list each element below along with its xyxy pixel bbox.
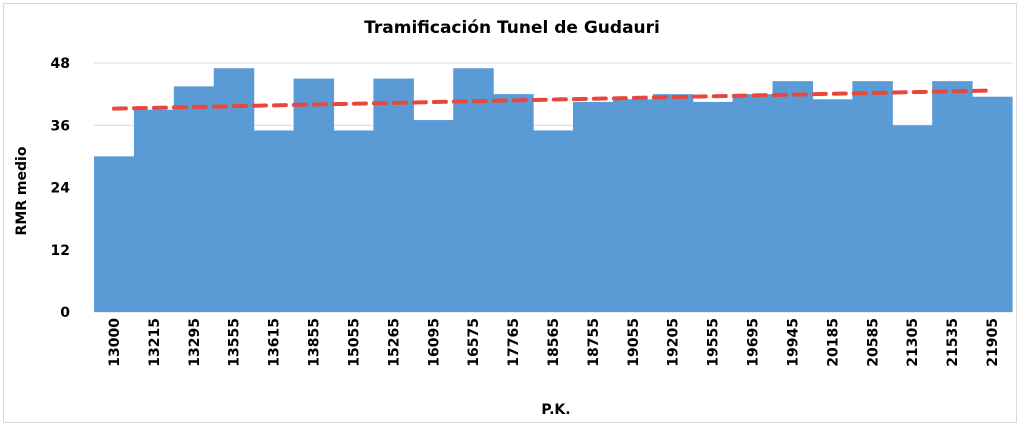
bar [852, 81, 893, 312]
x-tick-label: 20185 [825, 318, 841, 367]
x-tick-label: 13295 [187, 318, 203, 367]
bar-series [94, 68, 1013, 312]
bar [94, 156, 135, 312]
x-tick-label: 13615 [267, 318, 283, 367]
x-tick-label: 13555 [227, 318, 243, 367]
bar [133, 109, 175, 312]
bar [572, 101, 614, 312]
chart-title: Tramificación Tunel de Gudauri [364, 18, 660, 38]
bar [253, 130, 295, 312]
x-tick-label: 19205 [666, 318, 682, 367]
y-axis-ticks: 0 12 24 36 48 [51, 56, 71, 321]
bar [493, 94, 534, 312]
bar [173, 86, 215, 312]
bar [333, 130, 374, 312]
bar [293, 78, 335, 312]
bar [612, 99, 654, 312]
x-tick-label: 21535 [945, 318, 961, 367]
bar [932, 81, 973, 312]
y-tick-label: 0 [60, 305, 70, 321]
x-tick-label: 13855 [307, 318, 323, 367]
x-tick-label: 13000 [107, 318, 123, 367]
chart: Tramificación Tunel de Gudauri 0 12 24 36 48… [14, 18, 1013, 418]
bar [972, 96, 1013, 312]
bar [453, 68, 494, 312]
bar [413, 120, 454, 312]
bar [652, 94, 694, 312]
bar [772, 81, 814, 312]
x-tick-label: 20585 [865, 318, 881, 367]
x-tick-label: 18755 [586, 318, 602, 367]
x-axis-title: P.K. [541, 402, 570, 418]
y-tick-label: 12 [51, 243, 70, 259]
bar [373, 78, 414, 312]
x-tick-label: 21905 [985, 318, 1001, 367]
chart-frame: Tramificación Tunel de Gudauri 0 12 24 36 48… [3, 3, 1017, 423]
x-tick-label: 15265 [386, 318, 402, 367]
x-tick-label: 16095 [426, 318, 442, 367]
y-tick-label: 48 [51, 56, 70, 72]
bar [533, 130, 574, 312]
x-tick-label: 15055 [346, 318, 362, 367]
bar [892, 125, 933, 312]
x-tick-label: 19695 [746, 318, 762, 367]
x-tick-label: 18565 [546, 318, 562, 367]
bar [812, 99, 853, 312]
y-tick-label: 36 [51, 118, 70, 134]
bar [213, 68, 255, 312]
x-tick-label: 21305 [905, 318, 921, 367]
y-tick-label: 24 [51, 181, 71, 197]
x-tick-label: 16575 [466, 318, 482, 367]
x-tick-label: 17765 [506, 318, 522, 367]
x-tick-label: 19555 [706, 318, 722, 367]
x-axis-ticks: 13000 13215 13295 13555 13615 13855 15055 15265… [107, 318, 1001, 367]
bar [692, 101, 734, 312]
x-tick-label: 13215 [147, 318, 163, 367]
trend-line [111, 88, 995, 111]
x-tick-label: 19055 [626, 318, 642, 367]
x-tick-label: 19945 [785, 318, 801, 367]
bar [732, 94, 774, 312]
y-axis-title: RMR medio [14, 146, 30, 235]
